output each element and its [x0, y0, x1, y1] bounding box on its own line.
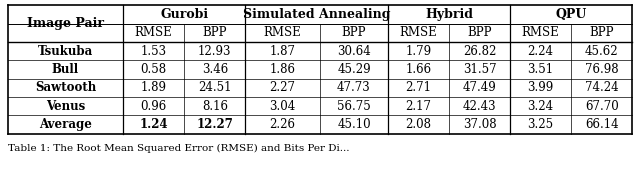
Text: 1.86: 1.86 [269, 63, 296, 76]
Text: 12.27: 12.27 [196, 118, 233, 131]
Text: 1.89: 1.89 [141, 81, 166, 94]
Text: 47.49: 47.49 [463, 81, 497, 94]
Text: 1.87: 1.87 [269, 45, 296, 58]
Text: 30.64: 30.64 [337, 45, 371, 58]
Text: Hybrid: Hybrid [425, 8, 473, 21]
Text: QPU: QPU [556, 8, 587, 21]
Text: 3.25: 3.25 [527, 118, 554, 131]
Text: Average: Average [39, 118, 92, 131]
Text: 45.29: 45.29 [337, 63, 371, 76]
Text: Image Pair: Image Pair [27, 17, 104, 30]
Text: 3.46: 3.46 [202, 63, 228, 76]
Text: 31.57: 31.57 [463, 63, 497, 76]
Text: 45.62: 45.62 [585, 45, 619, 58]
Text: RMSE: RMSE [522, 26, 559, 39]
Text: RMSE: RMSE [264, 26, 301, 39]
Text: Simulated Annealing: Simulated Annealing [243, 8, 390, 21]
Text: Sawtooth: Sawtooth [35, 81, 96, 94]
Text: Venus: Venus [46, 100, 85, 113]
Text: Gurobi: Gurobi [160, 8, 208, 21]
Text: RMSE: RMSE [135, 26, 173, 39]
Text: Table 1: The Root Mean Squared Error (RMSE) and Bits Per Di...: Table 1: The Root Mean Squared Error (RM… [8, 144, 349, 153]
Text: 66.14: 66.14 [585, 118, 619, 131]
Text: 24.51: 24.51 [198, 81, 232, 94]
Text: 2.24: 2.24 [527, 45, 554, 58]
Text: 1.53: 1.53 [141, 45, 166, 58]
Text: 1.79: 1.79 [405, 45, 431, 58]
Text: RMSE: RMSE [399, 26, 437, 39]
Text: 3.51: 3.51 [527, 63, 554, 76]
Text: 37.08: 37.08 [463, 118, 497, 131]
Text: 3.24: 3.24 [527, 100, 554, 113]
Text: 1.24: 1.24 [140, 118, 168, 131]
Text: 67.70: 67.70 [585, 100, 619, 113]
Text: 12.93: 12.93 [198, 45, 232, 58]
Text: BPP: BPP [202, 26, 227, 39]
Text: 2.26: 2.26 [269, 118, 296, 131]
Text: 76.98: 76.98 [585, 63, 619, 76]
Text: 3.99: 3.99 [527, 81, 554, 94]
Text: 47.73: 47.73 [337, 81, 371, 94]
Text: 56.75: 56.75 [337, 100, 371, 113]
Text: Tsukuba: Tsukuba [38, 45, 93, 58]
Text: 45.10: 45.10 [337, 118, 371, 131]
Text: BPP: BPP [589, 26, 614, 39]
Text: Bull: Bull [52, 63, 79, 76]
Text: 2.17: 2.17 [406, 100, 431, 113]
Text: 3.04: 3.04 [269, 100, 296, 113]
Text: 0.96: 0.96 [141, 100, 167, 113]
Text: 26.82: 26.82 [463, 45, 496, 58]
Text: 1.66: 1.66 [405, 63, 431, 76]
Text: 2.71: 2.71 [406, 81, 431, 94]
Text: 74.24: 74.24 [585, 81, 619, 94]
Text: BPP: BPP [467, 26, 492, 39]
Text: BPP: BPP [342, 26, 366, 39]
Text: 0.58: 0.58 [141, 63, 166, 76]
Text: 42.43: 42.43 [463, 100, 497, 113]
Text: 2.08: 2.08 [406, 118, 431, 131]
Text: 2.27: 2.27 [269, 81, 296, 94]
Text: 8.16: 8.16 [202, 100, 228, 113]
